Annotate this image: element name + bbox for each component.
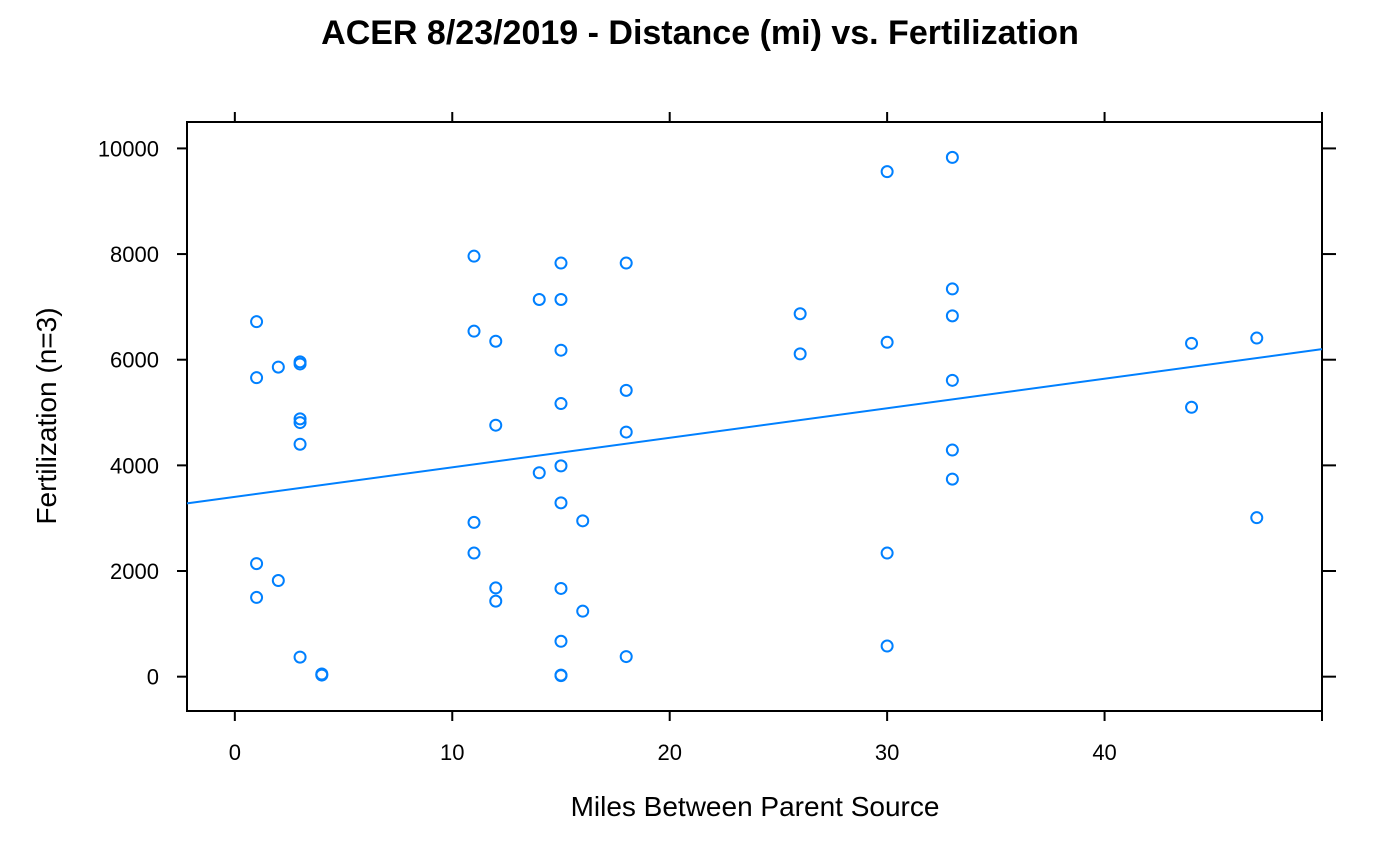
data-point — [880, 335, 894, 349]
x-tick-label: 40 — [1092, 740, 1116, 765]
y-tick-label: 4000 — [110, 453, 159, 478]
data-point — [1250, 331, 1264, 345]
data-point — [619, 425, 633, 439]
data-point — [554, 581, 568, 595]
data-point — [554, 459, 568, 473]
data-point — [945, 150, 959, 164]
regression-line — [186, 348, 1323, 505]
data-points — [250, 150, 1264, 683]
data-point — [489, 594, 503, 608]
data-point — [250, 590, 264, 604]
data-point — [467, 515, 481, 529]
data-point — [945, 309, 959, 323]
x-tick-label: 0 — [229, 740, 241, 765]
data-point — [293, 412, 307, 426]
y-tick-label: 10000 — [98, 136, 159, 161]
data-point — [1250, 511, 1264, 525]
data-point — [880, 546, 894, 560]
data-point — [489, 334, 503, 348]
data-point — [1185, 400, 1199, 414]
data-point — [293, 357, 307, 371]
data-point — [467, 324, 481, 338]
data-point — [576, 604, 590, 618]
y-axis-label: Fertilization (n=3) — [31, 307, 62, 524]
data-point — [467, 249, 481, 263]
data-point — [880, 165, 894, 179]
y-tick-label: 0 — [147, 665, 159, 690]
data-point — [554, 256, 568, 270]
x-axis-label: Miles Between Parent Source — [571, 791, 940, 822]
data-point — [554, 634, 568, 648]
data-point — [315, 668, 329, 682]
data-point — [880, 639, 894, 653]
data-point — [554, 496, 568, 510]
chart-title: ACER 8/23/2019 - Distance (mi) vs. Ferti… — [321, 14, 1079, 52]
data-point — [554, 669, 568, 683]
y-tick-label: 2000 — [110, 559, 159, 584]
data-point — [945, 443, 959, 457]
data-point — [467, 546, 481, 560]
axes: 0 10 20 30 40 0 2000 4000 6000 8000 10000 — [98, 112, 1336, 765]
data-point — [619, 383, 633, 397]
x-tick-label: 20 — [657, 740, 681, 765]
data-point — [1185, 336, 1199, 350]
data-point — [619, 256, 633, 270]
y-tick-label: 6000 — [110, 348, 159, 373]
plot-frame — [186, 121, 1323, 712]
data-point — [945, 472, 959, 486]
data-point — [554, 397, 568, 411]
data-point — [554, 343, 568, 357]
data-point — [793, 347, 807, 361]
data-point — [532, 292, 546, 306]
data-point — [489, 581, 503, 595]
data-point — [293, 437, 307, 451]
data-point — [271, 574, 285, 588]
data-point — [945, 373, 959, 387]
y-tick-label: 8000 — [110, 242, 159, 267]
data-point — [489, 418, 503, 432]
data-point — [793, 307, 807, 321]
data-point — [250, 371, 264, 385]
data-point — [250, 557, 264, 571]
data-point — [554, 292, 568, 306]
data-point — [293, 416, 307, 430]
x-tick-label: 10 — [440, 740, 464, 765]
data-point — [532, 466, 546, 480]
data-point — [293, 650, 307, 664]
data-point — [945, 282, 959, 296]
data-point — [271, 360, 285, 374]
data-point — [619, 650, 633, 664]
data-point — [576, 514, 590, 528]
x-tick-label: 30 — [875, 740, 899, 765]
data-point — [250, 315, 264, 329]
